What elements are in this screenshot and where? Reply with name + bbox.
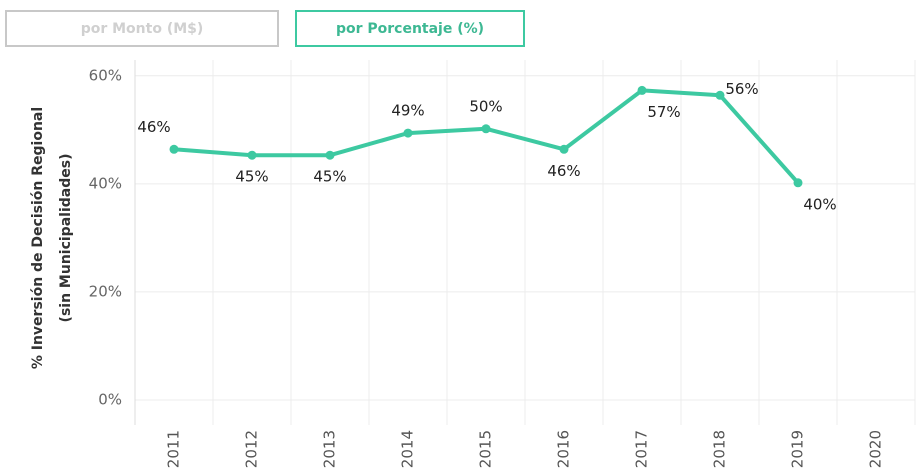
x-tick-label: 2015: [477, 430, 495, 468]
data-label: 45%: [235, 168, 268, 186]
data-label: 46%: [137, 118, 170, 136]
button-amount[interactable]: [5, 10, 279, 47]
point: [559, 144, 569, 154]
button-amount-label[interactable]: por Monto (M$): [81, 21, 204, 37]
x-tick-label: 2019: [789, 430, 807, 468]
y-tick-label: 60%: [89, 66, 122, 84]
data-label: 50%: [469, 97, 502, 115]
x-tick-label: 2017: [633, 430, 651, 468]
y-axis-title-line: (sin Municipalidades): [58, 154, 74, 323]
data-label: 56%: [725, 80, 758, 98]
point: [637, 85, 647, 95]
x-tick-label: 2011: [165, 430, 183, 468]
data-label: 46%: [547, 162, 580, 180]
x-tick-label: 2018: [711, 430, 729, 468]
button-percent-label[interactable]: por Porcentaje (%): [336, 21, 484, 37]
x-tick-label: 2020: [867, 430, 885, 468]
data-label: 49%: [391, 102, 424, 120]
y-axis-title-line: % Inversión de Decisión Regional: [30, 107, 46, 369]
button-percent[interactable]: [295, 10, 525, 47]
point: [481, 124, 491, 134]
point: [403, 128, 413, 138]
point: [715, 90, 725, 100]
x-tick-label: 2013: [321, 430, 339, 468]
y-tick-label: 20%: [89, 282, 122, 300]
y-axis-title: % Inversión de Decisión Regional (sin Mu…: [30, 107, 74, 369]
point: [169, 144, 179, 154]
x-tick-label: 2014: [399, 430, 417, 468]
point: [325, 150, 335, 160]
x-tick-label: 2012: [243, 430, 261, 468]
point: [247, 150, 257, 160]
data-label: 40%: [803, 195, 836, 213]
y-tick-label: 40%: [89, 174, 122, 192]
data-label: 45%: [313, 168, 346, 186]
y-tick-label: 0%: [98, 391, 122, 409]
point: [793, 178, 803, 188]
data-label: 57%: [647, 103, 680, 121]
x-tick-label: 2016: [555, 430, 573, 468]
